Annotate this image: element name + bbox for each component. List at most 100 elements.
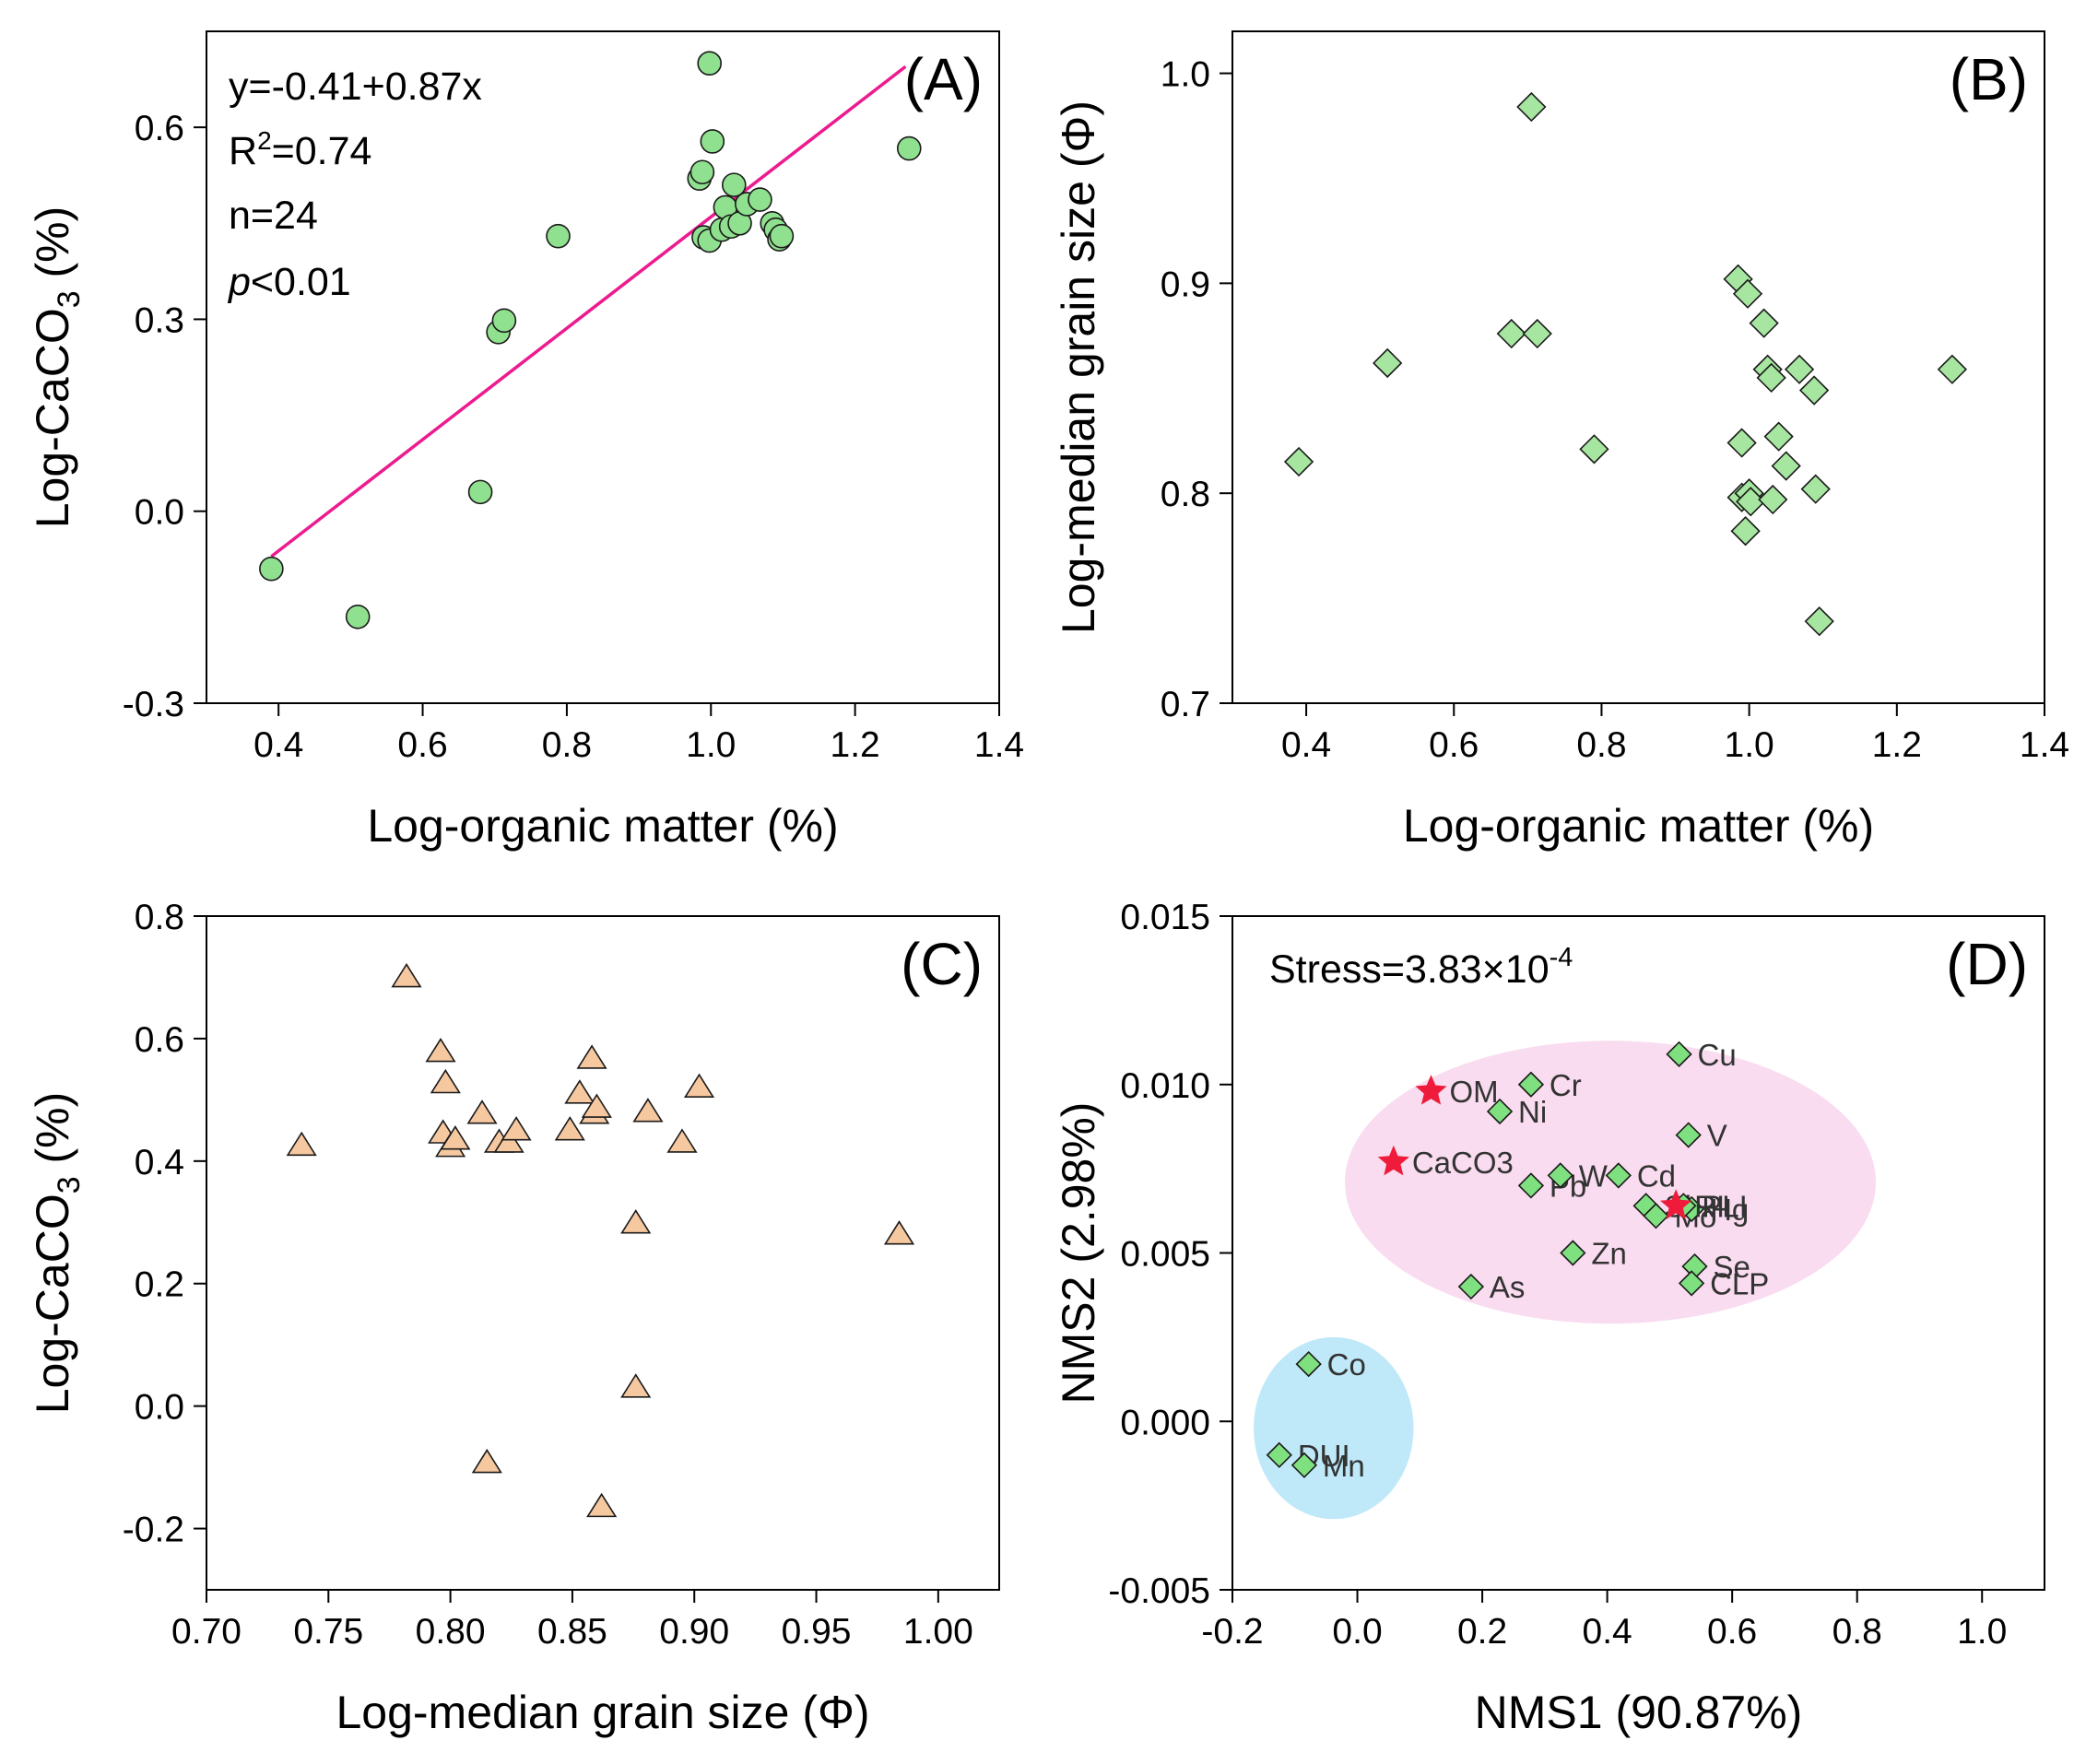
plot-frame (1231, 30, 2045, 704)
y-tick-label: 0.9 (1161, 265, 1210, 304)
x-tick-label: 0.95 (782, 1612, 852, 1652)
y-tick-label: 0.3 (135, 300, 184, 340)
y-tick-label: -0.005 (1108, 1571, 1210, 1611)
data-point (471, 1448, 502, 1474)
y-tick-label: 0.000 (1120, 1403, 1210, 1442)
x-axis-label: Log-organic matter (%) (367, 800, 838, 852)
nms-point-dui (1266, 1441, 1292, 1468)
x-tick-label: 1.0 (686, 725, 736, 765)
nms-point-as (1457, 1273, 1485, 1300)
y-tick-label: 0.7 (1161, 685, 1210, 724)
data-point (700, 129, 725, 154)
y-axis-label: Log-CaCO3 (%) (27, 1092, 87, 1415)
nms-point-label: OM (1450, 1075, 1499, 1109)
cluster-ellipse-blue (1254, 1336, 1414, 1520)
r-squared-r2_value: =0.74 (272, 129, 372, 173)
cluster-ellipse-pink (1344, 1041, 1877, 1324)
nms-point-mo (1643, 1203, 1669, 1229)
y-tick-label: 0.6 (135, 109, 184, 148)
r-squared: R2=0.74 (229, 126, 371, 173)
data-point (1798, 375, 1830, 406)
data-point (1771, 451, 1801, 481)
data-point (391, 962, 422, 988)
data-point (1784, 354, 1815, 384)
data-point (721, 172, 747, 197)
panel-c: 0.70 0.75 0.80 0.85 0.90 0.95 1.00 -0.2 0.0 0.2 0.… (27, 898, 1000, 1738)
nms-point-mn (1290, 1452, 1318, 1478)
nms-point-ri (1660, 1189, 1692, 1219)
data-point (883, 1220, 915, 1245)
y-axis-label: Log-CaCO3 (%) (27, 206, 87, 529)
regression-equation: y=-0.41+0.87x (229, 65, 482, 109)
nms-point-label: Ni (1518, 1095, 1547, 1129)
y-tick-label: 0.0 (135, 1388, 184, 1428)
panel-a: 0.4 0.6 0.8 1.0 1.2 1.4 -0.3 0.0 0.3 0.6 Log-organ… (27, 30, 1024, 852)
x-tick-label: 0.6 (397, 725, 447, 765)
data-point (769, 223, 795, 249)
nms-point-label: PLI (1702, 1189, 1748, 1223)
stress-value: Stress=3.83×10-4 (1269, 943, 1573, 992)
data-point (1763, 421, 1794, 452)
x-tick-label: 1.2 (831, 725, 880, 765)
y-tick-label: 0.6 (135, 1020, 184, 1060)
x-axis-label: Log-organic matter (%) (1403, 800, 1874, 852)
data-point (1283, 446, 1314, 477)
panel-tag: (D) (1946, 931, 2028, 997)
panel-tag: (B) (1950, 46, 2028, 112)
nms-point-cu (1666, 1041, 1692, 1067)
data-point (1756, 362, 1786, 394)
x-tick-label: 1.2 (1872, 725, 1922, 765)
nms-point-zn (1560, 1240, 1586, 1266)
stress-main: Stress=3.83×10 (1269, 947, 1550, 992)
y-tick-label: 0.8 (135, 898, 184, 937)
data-point (620, 1209, 652, 1234)
y-axis-label-unit: (%) (27, 206, 78, 291)
p-symbol: p (227, 260, 251, 304)
x-tick-label: 0.4 (1583, 1612, 1632, 1652)
nms-point-label: Cr (1550, 1068, 1582, 1102)
data-point (1736, 487, 1766, 517)
nms-point-co (1295, 1350, 1322, 1378)
data-point (1730, 516, 1761, 547)
x-tick-label: 0.75 (293, 1612, 363, 1652)
data-point (430, 1068, 461, 1094)
data-point (467, 479, 493, 505)
data-point (666, 1128, 698, 1153)
data-point (1758, 484, 1788, 515)
data-point (501, 1116, 532, 1141)
nms-point-caco3 (1377, 1145, 1409, 1176)
x-tick-label: 0.8 (542, 725, 592, 765)
regression-line (270, 65, 907, 559)
y-tick-label: 0.4 (135, 1143, 184, 1182)
y-axis-label-subscript: 3 (52, 290, 87, 308)
x-tick-label: 0.4 (1281, 725, 1331, 765)
nms-point-label: Cd (1637, 1158, 1676, 1193)
x-tick-label: 0.90 (659, 1612, 729, 1652)
data-point (1726, 428, 1757, 458)
nms-point-cr (1517, 1071, 1545, 1098)
data-point (345, 604, 371, 629)
data-point (1749, 308, 1779, 338)
x-tick-label: 0.85 (537, 1612, 607, 1652)
nms-point-label: Mn (1323, 1449, 1365, 1483)
data-point (1800, 474, 1831, 504)
y-tick-label: -0.2 (123, 1511, 184, 1550)
nms-point-label: CLP (1710, 1266, 1769, 1300)
x-tick-label: 1.0 (1725, 725, 1774, 765)
nms-point-om (1415, 1075, 1447, 1105)
y-axis-label: Log-median grain size (Φ) (1053, 100, 1104, 634)
data-point (1579, 434, 1609, 465)
x-axis-label: NMS1 (90.87%) (1475, 1687, 1803, 1738)
y-axis-label: NMS2 (2.98%) (1053, 1102, 1104, 1405)
data-point (620, 1373, 652, 1398)
p-value: p<0.01 (227, 260, 351, 304)
data-point (493, 1128, 524, 1153)
nms-point-label: Se (1713, 1250, 1750, 1284)
y-tick-label: -0.3 (123, 685, 184, 724)
stress-exponent: -4 (1550, 943, 1573, 972)
x-tick-label: 1.0 (1957, 1612, 2007, 1652)
nms-point-cd (1605, 1162, 1632, 1189)
x-tick-label: 0.0 (1332, 1612, 1382, 1652)
x-tick-label: 0.8 (1832, 1612, 1882, 1652)
